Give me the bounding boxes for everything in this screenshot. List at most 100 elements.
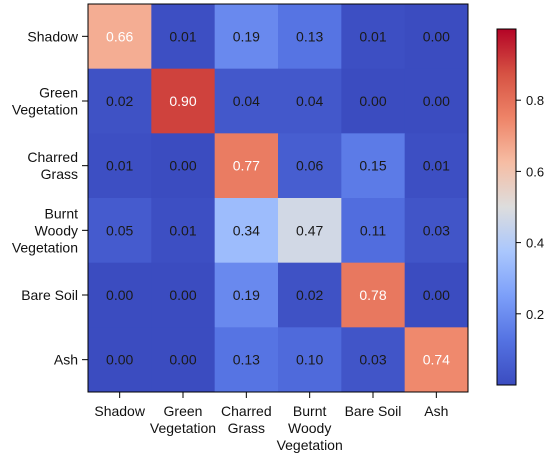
cell-value-label: 0.00 <box>169 158 196 174</box>
heatmap-cell <box>278 262 342 328</box>
cell-value-label: 0.05 <box>106 222 133 238</box>
colorbar-ticks: 0.2 0.4 0.6 0.8 <box>516 93 544 322</box>
colorbar-tick-label: 0.8 <box>526 93 544 108</box>
heatmap-cell <box>88 198 152 264</box>
x-tick-label: Bare Soil <box>345 403 402 419</box>
cell-value-label: 0.00 <box>423 93 450 109</box>
heatmap-cell <box>278 4 342 70</box>
heatmap-cell <box>404 327 469 393</box>
heatmap-cell <box>278 68 342 134</box>
y-tick-label: Woody <box>35 222 78 238</box>
cell-value-label: 0.10 <box>296 352 323 368</box>
heatmap-cell <box>151 133 216 199</box>
heatmap-cell <box>278 198 342 264</box>
y-tick-label: Vegetation <box>12 239 78 255</box>
y-tick-labels: ShadowGreenVegetationCharredGrassBurntWo… <box>12 28 88 368</box>
cell-value-label: 0.00 <box>106 287 133 303</box>
y-tick-label: Vegetation <box>12 102 78 118</box>
x-tick-labels: Shadow GreenVegetationCharredGrassBurntWo… <box>94 392 448 453</box>
heatmap-cell <box>214 68 279 134</box>
cell-value-label: 0.01 <box>359 28 386 44</box>
heatmap-cell <box>404 4 469 70</box>
x-tick-label: Ash <box>424 403 448 419</box>
x-tick-label: Shadow <box>94 403 145 419</box>
heatmap-cell <box>278 327 342 393</box>
cell-value-label: 0.02 <box>296 287 323 303</box>
y-tick-label: Shadow <box>27 28 78 44</box>
heatmap-cell <box>404 133 469 199</box>
heatmap-cell <box>278 133 342 199</box>
cell-value-label: 0.19 <box>233 28 260 44</box>
cell-value-label: 0.66 <box>106 28 133 44</box>
heatmap-cell <box>404 68 469 134</box>
x-tick-label: Burnt <box>293 403 327 419</box>
cell-value-label: 0.34 <box>233 222 260 238</box>
heatmap-cell <box>151 198 216 264</box>
y-tick-label: Burnt <box>45 205 79 221</box>
heatmap-cell <box>214 4 279 70</box>
heatmap-cell <box>341 68 406 134</box>
heatmap-cell <box>341 262 406 328</box>
cell-value-label: 0.03 <box>423 222 450 238</box>
heatmap-cell <box>88 133 152 199</box>
heatmap-cell <box>214 198 279 264</box>
x-tick-label: Vegetation <box>277 437 343 453</box>
cell-value-label: 0.77 <box>233 158 260 174</box>
cell-value-label: 0.04 <box>233 93 260 109</box>
cell-value-label: 0.11 <box>360 222 386 238</box>
cell-value-label: 0.00 <box>169 352 196 368</box>
cell-value-label: 0.00 <box>423 28 450 44</box>
cell-value-label: 0.03 <box>359 352 386 368</box>
cell-value-label: 0.01 <box>106 158 133 174</box>
y-tick-label: Grass <box>41 166 78 182</box>
x-tick-label: Green <box>164 403 203 419</box>
cell-value-label: 0.47 <box>296 222 323 238</box>
cell-value-label: 0.06 <box>296 158 323 174</box>
cell-value-label: 0.01 <box>169 28 196 44</box>
plot-frame <box>87 3 469 393</box>
heatmap-cell <box>151 327 216 393</box>
x-tick-label: Grass <box>228 420 265 436</box>
heatmap-cell <box>151 4 216 70</box>
x-tick-label: Vegetation <box>150 420 216 436</box>
cell-value-label: 0.00 <box>106 352 133 368</box>
cell-value-label: 0.13 <box>233 352 260 368</box>
colorbar-tick-label: 0.6 <box>526 164 544 179</box>
heatmap-cells: 0.66 0.01 0.19 0.13 0.01 0.00 0.02 0.90 0.04 0.04… <box>88 4 469 393</box>
heatmap-cell <box>341 4 406 70</box>
colorbar <box>496 28 517 386</box>
heatmap-cell <box>341 198 406 264</box>
heatmap-cell <box>151 262 216 328</box>
cell-value-label: 0.00 <box>169 287 196 303</box>
cell-value-label: 0.78 <box>359 287 386 303</box>
heatmap-cell <box>404 198 469 264</box>
y-tick-label: Ash <box>54 352 78 368</box>
heatmap-cell <box>214 262 279 328</box>
cell-value-label: 0.15 <box>359 158 386 174</box>
heatmap-cell <box>88 68 152 134</box>
heatmap-cell <box>404 262 469 328</box>
heatmap-cell <box>88 4 152 70</box>
cell-value-label: 0.19 <box>233 287 260 303</box>
heatmap-cell <box>214 327 279 393</box>
cell-value-label: 0.02 <box>106 93 133 109</box>
heatmap-cell <box>88 262 152 328</box>
x-tick-label: Charred <box>221 403 272 419</box>
y-tick-label: Bare Soil <box>21 287 78 303</box>
cell-value-label: 0.13 <box>296 28 323 44</box>
y-tick-label: Green <box>39 85 78 101</box>
colorbar-tick-label: 0.2 <box>526 307 544 322</box>
cell-value-label: 0.90 <box>169 93 196 109</box>
y-tick-label: Charred <box>27 149 78 165</box>
x-tick-label: Woody <box>288 420 331 436</box>
cell-value-label: 0.01 <box>423 158 450 174</box>
cell-value-label: 0.74 <box>423 352 450 368</box>
heatmap-cell <box>341 327 406 393</box>
cell-value-label: 0.00 <box>359 93 386 109</box>
cell-value-label: 0.01 <box>169 222 196 238</box>
colorbar-tick-label: 0.4 <box>526 236 544 251</box>
cell-value-label: 0.00 <box>423 287 450 303</box>
heatmap-cell <box>151 68 216 134</box>
heatmap-cell <box>341 133 406 199</box>
